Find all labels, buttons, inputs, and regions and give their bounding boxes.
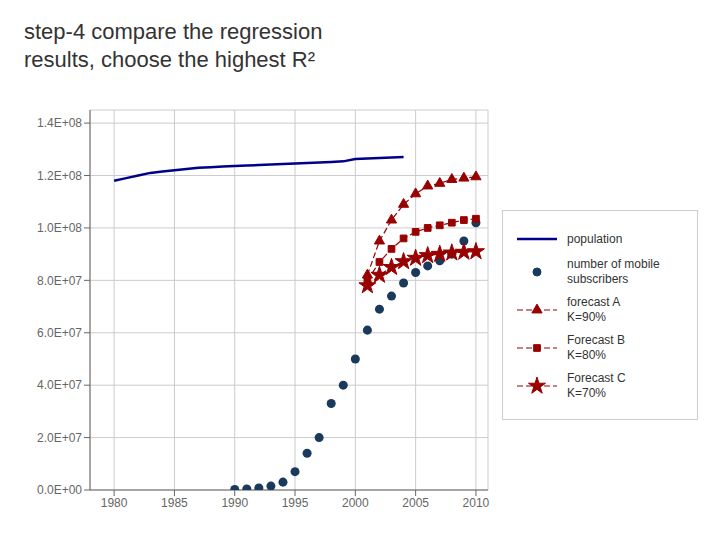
html-text:results, choose the highest R²: results, choose the highest R²: [24, 46, 315, 72]
html-text:step-4 compare the regression: step-4 compare the regression: [24, 19, 323, 44]
svg-text:4.0E+07: 4.0E+07: [37, 378, 82, 392]
html-text:Forecast B K=80%: Forecast B K=80%: [567, 333, 625, 362]
svg-text:1.0E+08: 1.0E+08: [37, 221, 82, 235]
svg-text:1980: 1980: [101, 496, 128, 510]
svg-text:6.0E+07: 6.0E+07: [37, 326, 82, 340]
svg-text:2010: 2010: [463, 496, 490, 510]
html-text:forecast A K=90%: forecast A K=90%: [567, 295, 621, 324]
svg-text:1990: 1990: [221, 496, 248, 510]
html-text:population: population: [567, 231, 623, 246]
svg-text:1.2E+08: 1.2E+08: [37, 169, 82, 183]
svg-text:2000: 2000: [342, 496, 369, 510]
svg-text:2.0E+07: 2.0E+07: [37, 431, 82, 445]
svg-text:0.0E+00: 0.0E+00: [37, 483, 82, 497]
html-text:number of mobile subscribers: number of mobile subscribers: [567, 257, 660, 286]
svg-text:1995: 1995: [282, 496, 309, 510]
svg-text:1.4E+08: 1.4E+08: [37, 116, 82, 130]
svg-text:1985: 1985: [161, 496, 188, 510]
html-text:Forecast C K=70%: Forecast C K=70%: [567, 371, 626, 400]
svg-text:8.0E+07: 8.0E+07: [37, 274, 82, 288]
svg-text:2005: 2005: [402, 496, 429, 510]
